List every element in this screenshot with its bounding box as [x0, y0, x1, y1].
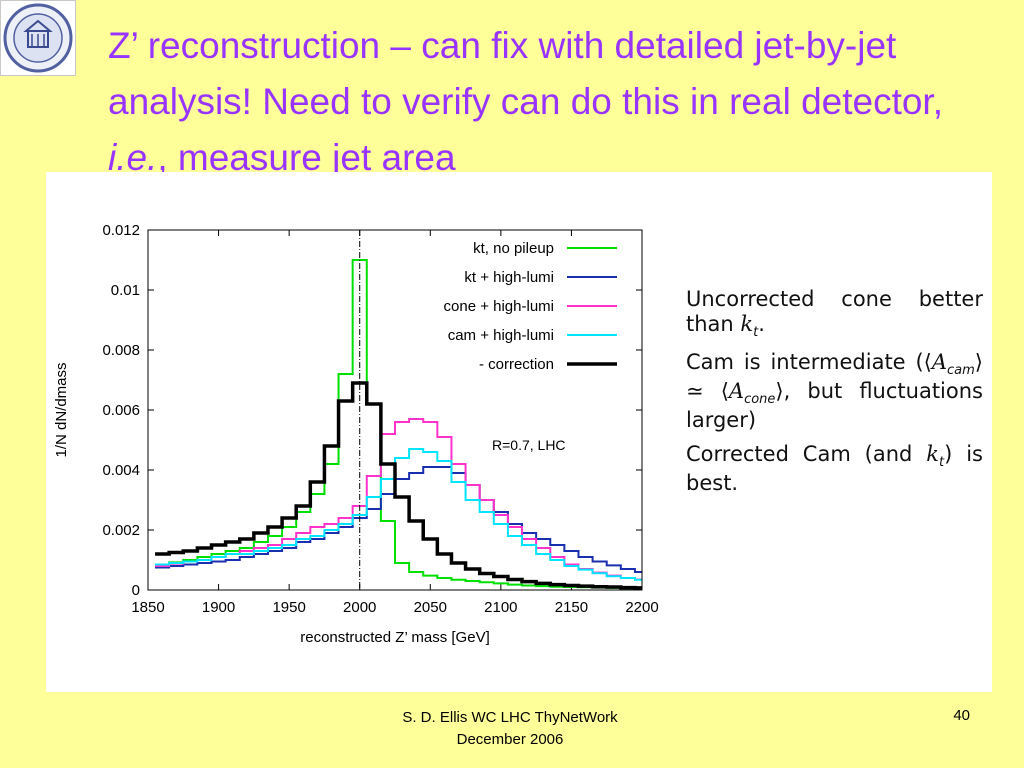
note-3-sub: t: [939, 454, 945, 470]
axes: 1850 1900 1950 2000 2050 2100 2150 2200 0 0.002 0.…: [102, 222, 658, 616]
commentary-text: Uncorrected cone better than kt. Cam is …: [686, 287, 983, 505]
series-line-1: [155, 466, 642, 573]
page-number: 40: [953, 707, 970, 724]
note-2-a: Cam is intermediate (⟨: [686, 349, 932, 374]
figure-panel: kt, no pileup kt + high-lumi cone + high-l…: [46, 172, 992, 692]
legend-label-4: - correction: [479, 356, 554, 373]
y-tick-label: 0.01: [111, 282, 140, 299]
x-axis-label: reconstructed Z’ mass [GeV]: [300, 629, 490, 646]
note-uncorrected-cone: Uncorrected cone better than kt.: [686, 287, 983, 341]
university-seal-icon: [3, 3, 73, 73]
slide-title: Z’ reconstruction – can fix with detaile…: [108, 18, 1008, 186]
y-tick-label: 0.012: [102, 222, 140, 239]
y-tick-label: 0.002: [102, 522, 140, 539]
series-line-3: [155, 448, 642, 581]
y-tick-label: 0.008: [102, 342, 140, 359]
note-1-text: Uncorrected cone better than: [686, 287, 983, 337]
series-line-4: [155, 381, 642, 590]
x-tick-label: 1850: [131, 599, 164, 616]
note-2-A2: A: [728, 378, 745, 403]
note-3-k: k: [926, 441, 940, 466]
note-1-sub: t: [753, 325, 759, 341]
chart-annotation: R=0.7, LHC: [492, 437, 566, 453]
university-seal-logo: [0, 0, 76, 76]
note-cam-intermediate: Cam is intermediate (⟨Acam⟩ ≃ ⟨Acone⟩, b…: [686, 350, 983, 433]
note-1-end: .: [758, 312, 765, 337]
slide-footer: S. D. Ellis WC LHC ThyNetWork December 2…: [300, 707, 720, 751]
y-tick-label: 0.006: [102, 402, 140, 419]
histogram-chart: kt, no pileup kt + high-lumi cone + high-l…: [53, 222, 659, 646]
legend-label-0: kt, no pileup: [473, 240, 554, 257]
title-text-1: Z’ reconstruction – can fix with detaile…: [108, 25, 943, 122]
footer-author: S. D. Ellis WC LHC ThyNetWork: [402, 709, 618, 726]
title-text-2: , measure jet area: [157, 137, 456, 178]
legend-label-1: kt + high-lumi: [464, 269, 554, 286]
y-axis-label: 1/N dN/dmass: [53, 362, 70, 457]
note-2-A1: A: [931, 349, 948, 374]
x-tick-label: 2050: [414, 599, 447, 616]
note-1-k: k: [740, 312, 754, 337]
x-tick-label: 2000: [343, 599, 376, 616]
note-2-b: ⟩ ≃ ⟨: [686, 349, 983, 403]
x-tick-label: 2200: [625, 599, 658, 616]
note-3-a: Corrected Cam (and: [686, 441, 927, 466]
x-tick-label: 2150: [555, 599, 588, 616]
plot-frame: [147, 229, 643, 591]
note-3-b: ) is best.: [686, 441, 983, 495]
legend-label-2: cone + high-lumi: [444, 298, 554, 315]
note-corrected-cam: Corrected Cam (and kt) is best.: [686, 442, 983, 496]
x-tick-label: 1900: [202, 599, 235, 616]
x-tick-label: 1950: [272, 599, 305, 616]
title-italic-ie: i.e.: [108, 137, 158, 178]
note-2-sub2: cone: [744, 391, 776, 407]
note-2-c: ⟩, but fluctuations larger): [686, 378, 983, 432]
legend: kt, no pileup kt + high-lumi cone + high-l…: [444, 240, 617, 373]
legend-label-3: cam + high-lumi: [448, 327, 554, 344]
y-tick-label: 0: [132, 582, 140, 599]
footer-date: December 2006: [456, 731, 564, 748]
series-layer: [155, 259, 642, 590]
x-tick-label: 2100: [484, 599, 517, 616]
note-2-sub1: cam: [947, 363, 975, 379]
series-line-2: [155, 418, 642, 581]
y-tick-label: 0.004: [102, 462, 140, 479]
series-line-0: [155, 259, 642, 590]
